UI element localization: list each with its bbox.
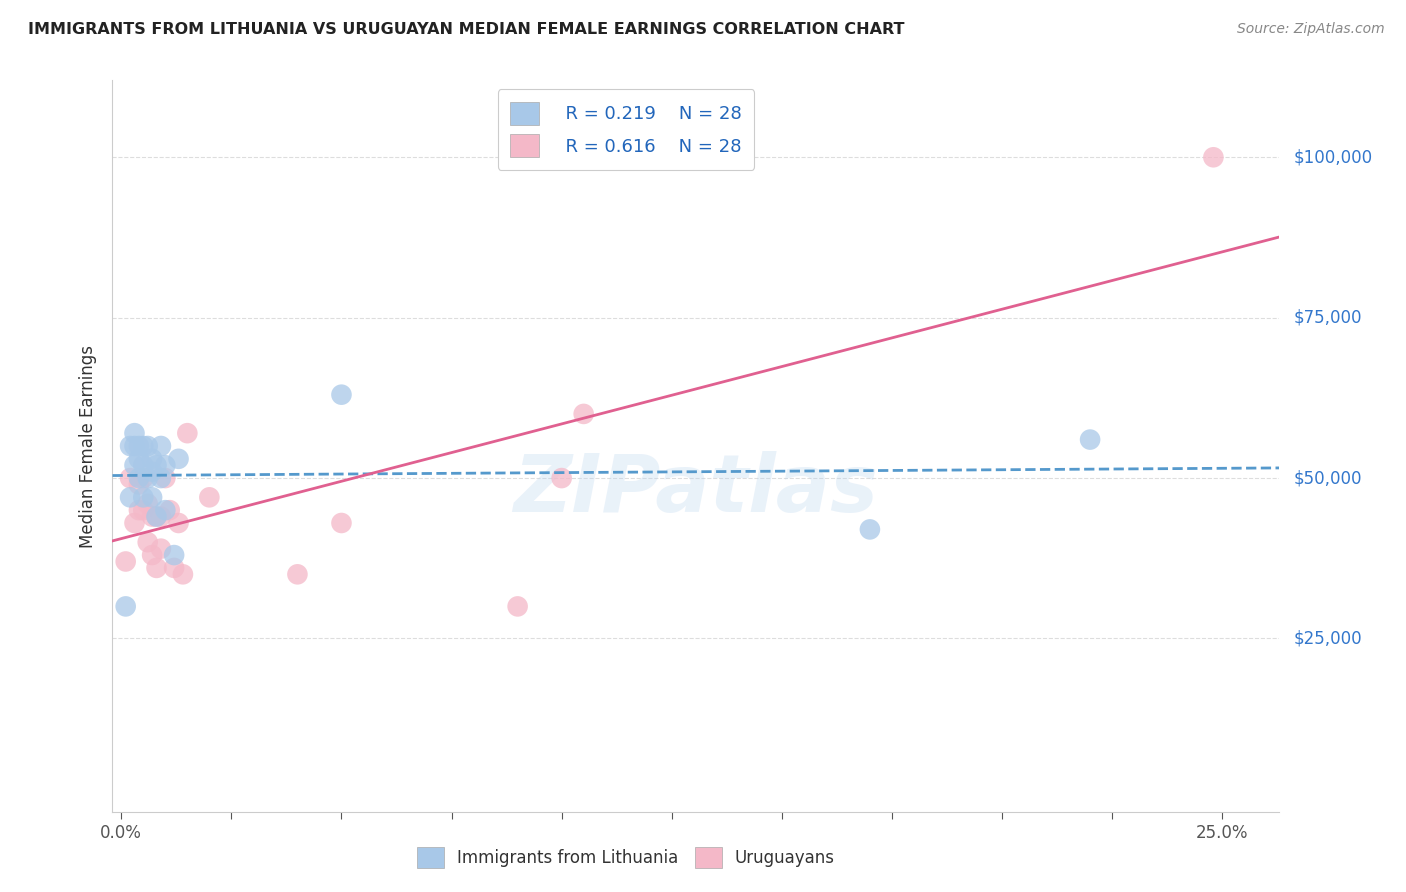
Point <box>176 426 198 441</box>
Point <box>159 503 181 517</box>
Point <box>128 471 150 485</box>
Point <box>572 407 595 421</box>
Point <box>167 451 190 466</box>
Point <box>141 465 163 479</box>
Point <box>136 439 159 453</box>
Legend: Immigrants from Lithuania, Uruguayans: Immigrants from Lithuania, Uruguayans <box>409 838 844 877</box>
Point <box>155 471 177 485</box>
Point <box>141 451 163 466</box>
Point <box>198 491 221 505</box>
Point <box>132 439 155 453</box>
Point <box>124 516 146 530</box>
Text: Source: ZipAtlas.com: Source: ZipAtlas.com <box>1237 22 1385 37</box>
Point <box>120 491 142 505</box>
Point <box>136 535 159 549</box>
Point <box>132 491 155 505</box>
Point <box>155 503 177 517</box>
Point <box>128 439 150 453</box>
Point <box>141 509 163 524</box>
Point <box>132 458 155 473</box>
Y-axis label: Median Female Earnings: Median Female Earnings <box>79 344 97 548</box>
Point <box>136 471 159 485</box>
Text: IMMIGRANTS FROM LITHUANIA VS URUGUAYAN MEDIAN FEMALE EARNINGS CORRELATION CHART: IMMIGRANTS FROM LITHUANIA VS URUGUAYAN M… <box>28 22 904 37</box>
Point <box>124 458 146 473</box>
Point <box>149 439 172 453</box>
Point <box>114 599 136 614</box>
Point <box>1078 433 1101 447</box>
Text: ZIPatlas: ZIPatlas <box>513 450 879 529</box>
Point <box>145 561 167 575</box>
Point <box>149 541 172 556</box>
Point <box>145 458 167 473</box>
Point <box>163 561 186 575</box>
Text: $25,000: $25,000 <box>1294 630 1362 648</box>
Point <box>141 491 163 505</box>
Point <box>128 503 150 517</box>
Point <box>145 509 167 524</box>
Point <box>149 471 172 485</box>
Point <box>124 439 146 453</box>
Point <box>120 471 142 485</box>
Point <box>163 548 186 562</box>
Point <box>506 599 529 614</box>
Point <box>859 523 882 537</box>
Point <box>124 426 146 441</box>
Point <box>120 439 142 453</box>
Point <box>132 503 155 517</box>
Point <box>132 471 155 485</box>
Point <box>287 567 309 582</box>
Point <box>1202 150 1225 164</box>
Text: $50,000: $50,000 <box>1294 469 1362 487</box>
Point <box>149 509 172 524</box>
Point <box>145 509 167 524</box>
Point <box>330 516 353 530</box>
Point <box>136 497 159 511</box>
Point <box>172 567 194 582</box>
Point <box>114 554 136 568</box>
Text: $75,000: $75,000 <box>1294 309 1362 326</box>
Point <box>330 387 353 401</box>
Point <box>167 516 190 530</box>
Point <box>550 471 572 485</box>
Text: $100,000: $100,000 <box>1294 148 1372 166</box>
Point <box>128 451 150 466</box>
Point <box>141 548 163 562</box>
Point <box>128 477 150 491</box>
Point <box>155 458 177 473</box>
